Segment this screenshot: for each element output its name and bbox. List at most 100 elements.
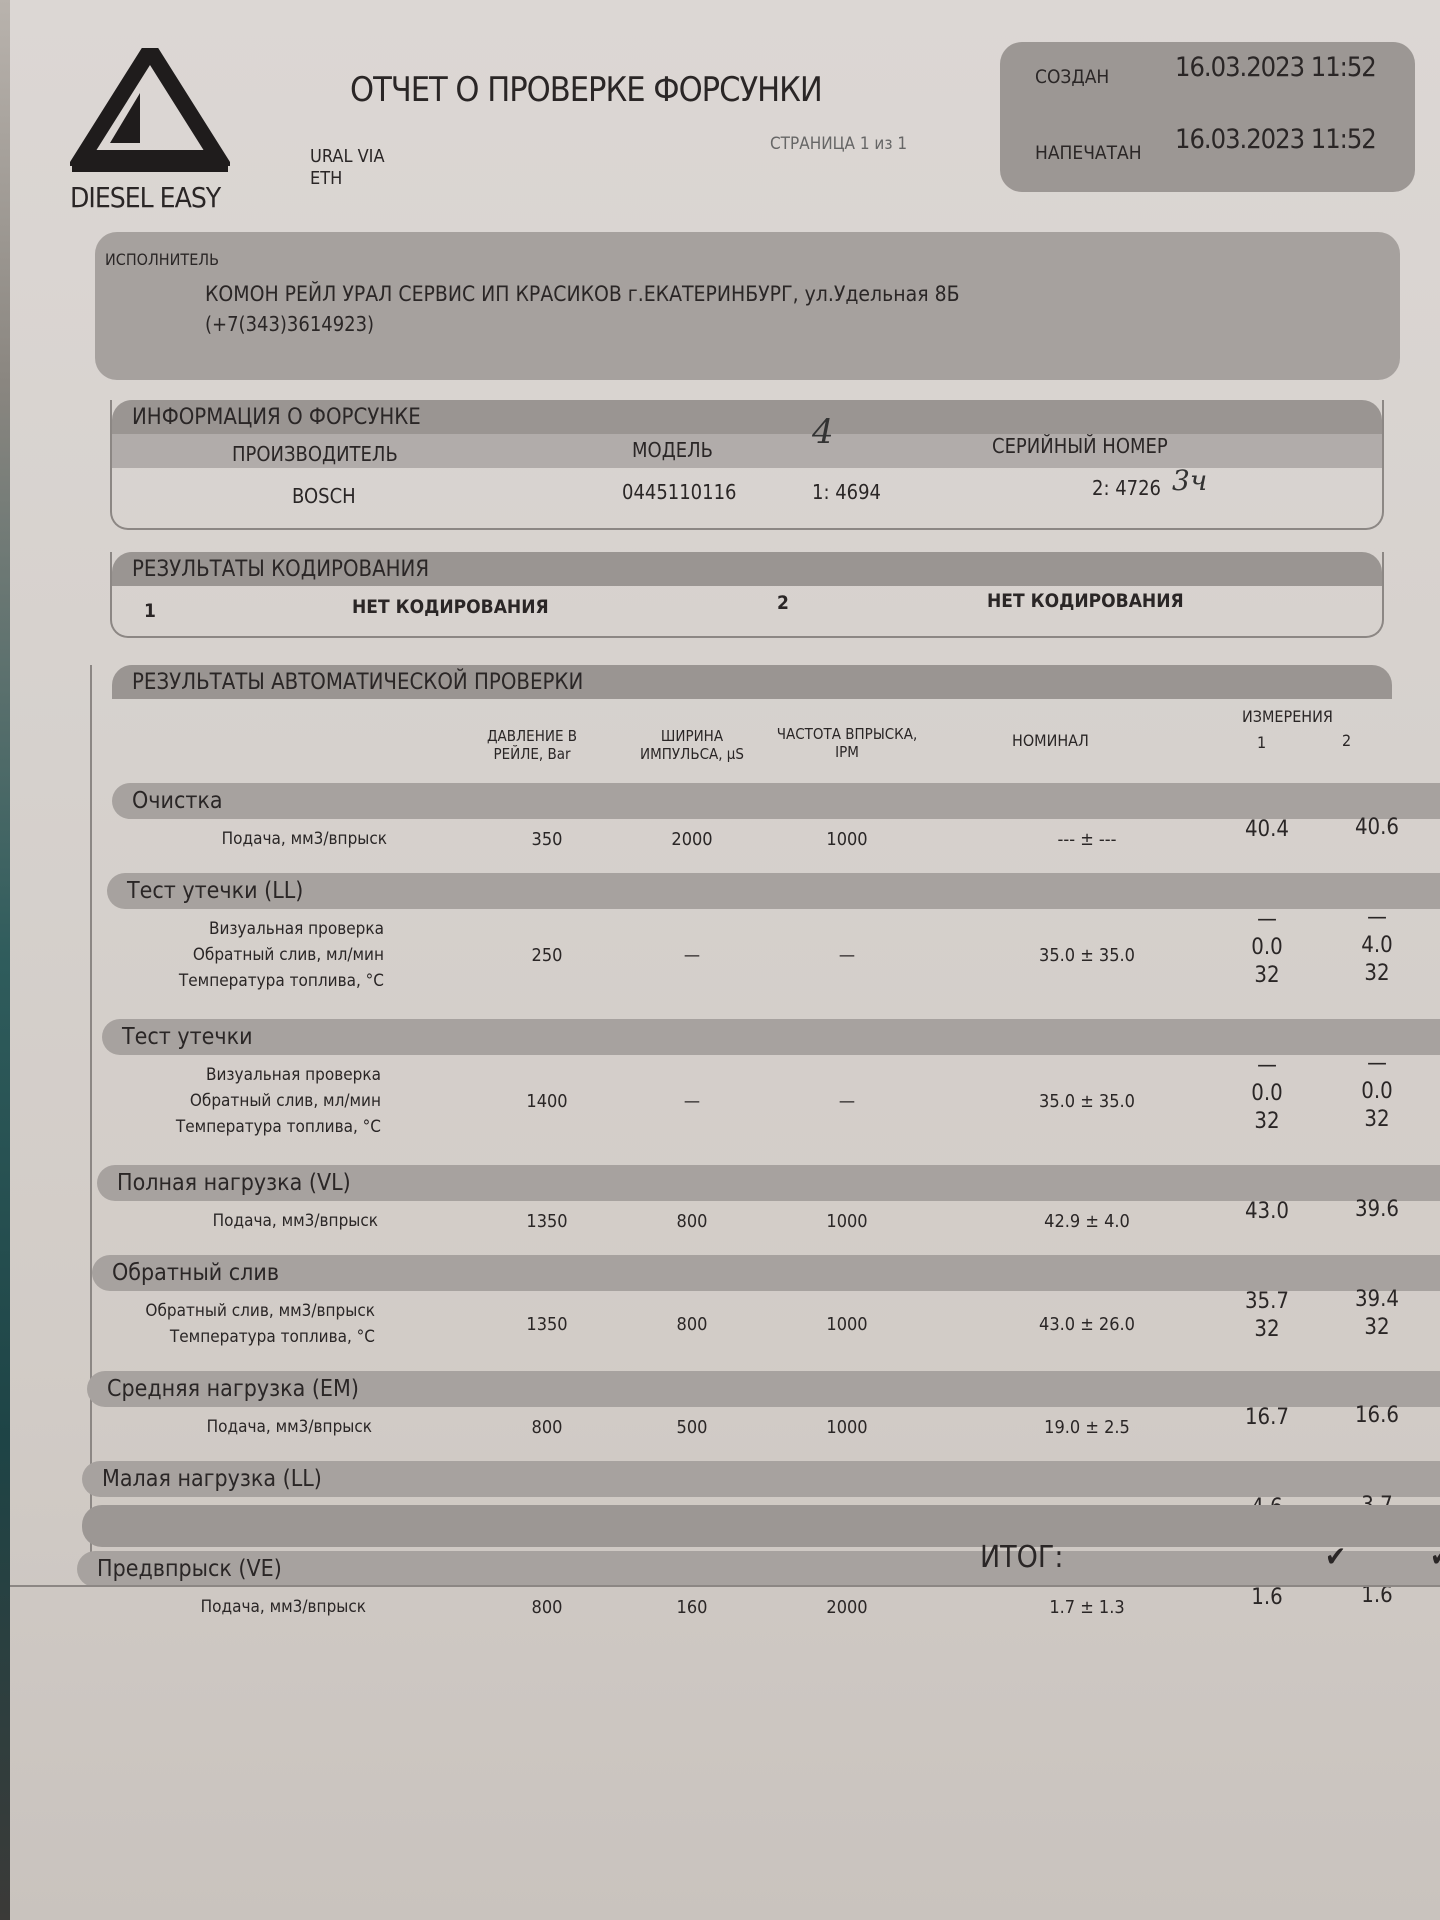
pressure-value: 1400 bbox=[526, 1091, 568, 1112]
measurement-2-value: — bbox=[1367, 905, 1387, 930]
measurement-1-value: 32 bbox=[1254, 1109, 1280, 1134]
auto-check-section: РЕЗУЛЬТАТЫ АВТОМАТИЧЕСКОЙ ПРОВЕРКИ ДАВЛЕ… bbox=[77, 665, 1440, 1618]
nominal-value: 19.0 ± 2.5 bbox=[1044, 1417, 1130, 1438]
test-group: Предвпрыск (VE) Подача, мм3/впрыск 800 160 2… bbox=[77, 1551, 1440, 1621]
executor-name: КОМОН РЕЙЛ УРАЛ СЕРВИС ИП КРАСИКОВ г.ЕКА… bbox=[205, 282, 960, 306]
col-pressure-header: ДАВЛЕНИЕ В РЕЙЛЕ, Bar bbox=[486, 727, 578, 763]
test-row-label: Визуальная проверка bbox=[208, 919, 384, 939]
col-measurements-header: ИЗМЕРЕНИЯ bbox=[1242, 707, 1333, 726]
serial-label: СЕРИЙНЫЙ НОМЕР bbox=[992, 434, 1168, 458]
test-group: Очистка Подача, мм3/впрыск 350 2000 1000 --- … bbox=[92, 783, 1440, 853]
measurement-1-value: 0.0 bbox=[1251, 1081, 1283, 1106]
nominal-value: --- ± --- bbox=[1057, 829, 1117, 850]
coding-2-number: 2 bbox=[777, 592, 789, 614]
test-name: Тест утечки (LL) bbox=[107, 873, 1440, 909]
width-value: 800 bbox=[676, 1211, 708, 1232]
printed-value: 16.03.2023 11:52 bbox=[1175, 124, 1377, 155]
blank-band bbox=[82, 1505, 1440, 1547]
test-group: Тест утечки Визуальная проверка Обратный с… bbox=[92, 1019, 1440, 1145]
col-m1-header: 1 bbox=[1257, 733, 1267, 752]
test-name: Полная нагрузка (VL) bbox=[97, 1165, 1440, 1201]
width-value: 160 bbox=[676, 1597, 708, 1618]
test-row-label: Подача, мм3/впрыск bbox=[200, 1597, 366, 1617]
created-value: 16.03.2023 11:52 bbox=[1175, 52, 1377, 83]
test-name: Малая нагрузка (LL) bbox=[82, 1461, 1440, 1497]
measurement-2-value: 1.6 bbox=[1361, 1583, 1393, 1608]
test-name: Очистка bbox=[112, 783, 1440, 819]
handwritten-note-3ch: 3ч bbox=[1172, 464, 1208, 497]
test-row-label: Температура топлива, °C bbox=[169, 1327, 375, 1347]
measurement-2-value: 32 bbox=[1364, 1107, 1390, 1132]
measurement-1-value: 43.0 bbox=[1244, 1199, 1290, 1224]
created-label: СОЗДАН bbox=[1035, 66, 1110, 88]
test-row-label: Температура топлива, °C bbox=[175, 1117, 381, 1137]
triangle-logo-icon bbox=[67, 34, 233, 172]
col-m2-header: 2 bbox=[1342, 731, 1352, 750]
measurement-2-value: 4.0 bbox=[1361, 933, 1393, 958]
model-label: МОДЕЛЬ bbox=[632, 438, 713, 462]
test-group: Малая нагрузка (LL)Подача, мм3/впрыск250… bbox=[82, 1461, 1440, 1531]
measurement-1-value: — bbox=[1257, 907, 1277, 932]
executor-label: ИСПОЛНИТЕЛЬ bbox=[105, 250, 219, 269]
total-label: ИТОГ: bbox=[980, 1540, 1064, 1575]
test-name: Тест утечки bbox=[102, 1019, 1440, 1055]
coding-1-value: НЕТ КОДИРОВАНИЯ bbox=[352, 596, 549, 618]
test-row-label: Обратный слив, мл/мин bbox=[189, 1091, 381, 1111]
nominal-value: 35.0 ± 35.0 bbox=[1039, 1091, 1135, 1112]
total-m2-check-icon: ✔ bbox=[1430, 1540, 1440, 1573]
page-number: СТРАНИЦА 1 из 1 bbox=[770, 134, 908, 154]
measurement-1-value: 1.6 bbox=[1251, 1585, 1283, 1610]
coding-values: 1 НЕТ КОДИРОВАНИЯ 2 НЕТ КОДИРОВАНИЯ bbox=[112, 586, 1382, 634]
coding-section: РЕЗУЛЬТАТЫ КОДИРОВАНИЯ 1 НЕТ КОДИРОВАНИЯ… bbox=[110, 552, 1384, 638]
test-row-label: Подача, мм3/впрыск bbox=[212, 1211, 378, 1231]
width-value: — bbox=[683, 1091, 701, 1112]
client-line-1: URAL VIA bbox=[310, 146, 385, 167]
pressure-value: 250 bbox=[531, 945, 563, 966]
injector-info-values: BOSCH 0445110116 1: 4694 2: 4726 3ч bbox=[112, 464, 1382, 518]
client-line-2: ETH bbox=[310, 168, 343, 189]
width-value: 500 bbox=[676, 1417, 708, 1438]
frequency-value: 2000 bbox=[826, 1597, 868, 1618]
width-value: — bbox=[683, 945, 701, 966]
pressure-value: 1350 bbox=[526, 1211, 568, 1232]
test-name: Обратный слив bbox=[92, 1255, 1440, 1291]
handwritten-note-4: 4 bbox=[812, 412, 834, 452]
test-row-label: Обратный слив, мм3/впрыск bbox=[145, 1301, 375, 1321]
test-group: Обратный слив Обратный слив, мм3/впрыск Те… bbox=[92, 1255, 1440, 1351]
measurement-2-value: 0.0 bbox=[1361, 1079, 1393, 1104]
measurement-1-value: 16.7 bbox=[1244, 1405, 1290, 1430]
frequency-value: 1000 bbox=[826, 1314, 868, 1335]
executor-phone: (+7(343)3614923) bbox=[205, 312, 375, 336]
test-group: Тест утечки (LL) Визуальная проверка Обрат… bbox=[92, 873, 1440, 999]
measurement-2-value: 32 bbox=[1364, 961, 1390, 986]
col-freq-header: ЧАСТОТА ВПРЫСКА, IPM bbox=[776, 725, 918, 761]
executor-box: ИСПОЛНИТЕЛЬ КОМОН РЕЙЛ УРАЛ СЕРВИС ИП КР… bbox=[95, 232, 1400, 380]
logo-text: DIESEL EASY bbox=[70, 181, 221, 214]
col-width-header: ШИРИНА ИМПУЛЬСА, µS bbox=[640, 727, 744, 763]
serial-1-value: 1: 4694 bbox=[812, 480, 882, 504]
measurement-2-value: — bbox=[1367, 1051, 1387, 1076]
nominal-value: 35.0 ± 35.0 bbox=[1039, 945, 1135, 966]
measurement-2-value: 16.6 bbox=[1354, 1403, 1400, 1428]
test-row-label: Визуальная проверка bbox=[205, 1065, 381, 1085]
measurement-2-value: 32 bbox=[1364, 1315, 1390, 1340]
frequency-value: — bbox=[838, 1091, 856, 1112]
measurement-1-value: 0.0 bbox=[1251, 935, 1283, 960]
measurement-2-value: 40.6 bbox=[1354, 815, 1400, 840]
test-row-label: Подача, мм3/впрыск bbox=[221, 829, 387, 849]
pressure-value: 1350 bbox=[526, 1314, 568, 1335]
coding-2-value: НЕТ КОДИРОВАНИЯ bbox=[987, 590, 1184, 612]
nominal-value: 1.7 ± 1.3 bbox=[1049, 1597, 1125, 1618]
pressure-value: 800 bbox=[531, 1597, 563, 1618]
test-name: Предвпрыск (VE) bbox=[77, 1551, 1440, 1587]
measurement-1-value: — bbox=[1257, 1053, 1277, 1078]
test-row-label: Температура топлива, °C bbox=[178, 971, 384, 991]
logo: DIESEL EASY bbox=[67, 34, 233, 214]
nominal-value: 42.9 ± 4.0 bbox=[1044, 1211, 1130, 1232]
bottom-line bbox=[10, 1585, 1440, 1587]
width-value: 2000 bbox=[671, 829, 713, 850]
measurement-2-value: 39.4 bbox=[1354, 1287, 1400, 1312]
manufacturer-label: ПРОИЗВОДИТЕЛЬ bbox=[232, 442, 398, 466]
model-value: 0445110116 bbox=[622, 480, 737, 504]
test-name: Средняя нагрузка (EM) bbox=[87, 1371, 1440, 1407]
